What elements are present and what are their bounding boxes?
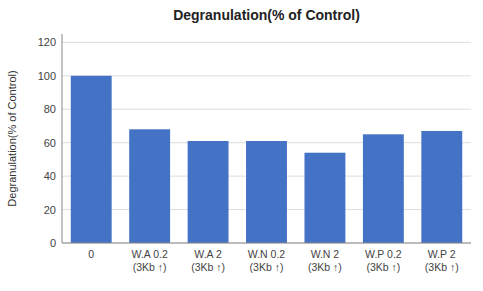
x-tick-label-line: (3Kb ↑) (366, 261, 400, 273)
y-tick-label: 80 (44, 103, 56, 115)
title: Degranulation(% of Control) (173, 7, 360, 23)
x-tick-label-line: (3Kb ↑) (308, 261, 342, 273)
x-tick-label: W.N 0.2(3Kb ↑) (248, 248, 286, 273)
y-tick-label: 0 (50, 237, 56, 249)
bar (129, 129, 170, 243)
x-axis-line (62, 243, 471, 244)
x-tick-label-line: W.P 0.2 (365, 248, 402, 260)
x-tick-label: W.A 0.2(3Kb ↑) (132, 248, 168, 273)
x-tick-label-line: (3Kb ↑) (250, 261, 284, 273)
grid-line (62, 243, 471, 244)
bar (421, 131, 462, 243)
x-tick-label: W.A 2(3Kb ↑) (191, 248, 225, 273)
x-tick-label-line: (3Kb ↑) (133, 261, 167, 273)
x-tick-label-line: 0 (88, 248, 94, 260)
x-tick-label: 0 (88, 248, 94, 260)
bar (71, 76, 112, 243)
x-tick-label-line: W.P 2 (428, 248, 456, 260)
bars (71, 76, 462, 243)
x-tick-label-line: (3Kb ↑) (425, 261, 459, 273)
bar (246, 141, 287, 243)
y-tick-label: 20 (44, 204, 56, 216)
bar (304, 153, 345, 243)
x-tick-label-line: W.N 2 (311, 248, 340, 260)
x-tick-label: W.P 0.2(3Kb ↑) (365, 248, 402, 273)
chart-container: Degranulation(% of Control) Degranulation… (0, 0, 483, 291)
bar (363, 134, 404, 243)
y-tick-label: 40 (44, 170, 56, 182)
bar (188, 141, 229, 243)
y-tick-label: 60 (44, 137, 56, 149)
grid-line (62, 109, 471, 110)
x-tick-label-line: W.A 0.2 (132, 248, 168, 260)
y-axis-line (62, 34, 63, 243)
grid-line (62, 42, 471, 43)
chart-svg: Degranulation(% of Control) Degranulation… (0, 0, 483, 291)
y-tick-label: 100 (38, 70, 56, 82)
y-tick-label: 120 (38, 36, 56, 48)
x-tick-label-line: W.A 2 (194, 248, 222, 260)
x-tick-label: W.N 2(3Kb ↑) (308, 248, 342, 273)
x-tick-label-line: (3Kb ↑) (191, 261, 225, 273)
y-axis-label: Degranulation(% of Control) (6, 70, 18, 206)
x-tick-label: W.P 2(3Kb ↑) (425, 248, 459, 273)
x-tick-label-line: W.N 0.2 (248, 248, 286, 260)
grid-line (62, 75, 471, 76)
